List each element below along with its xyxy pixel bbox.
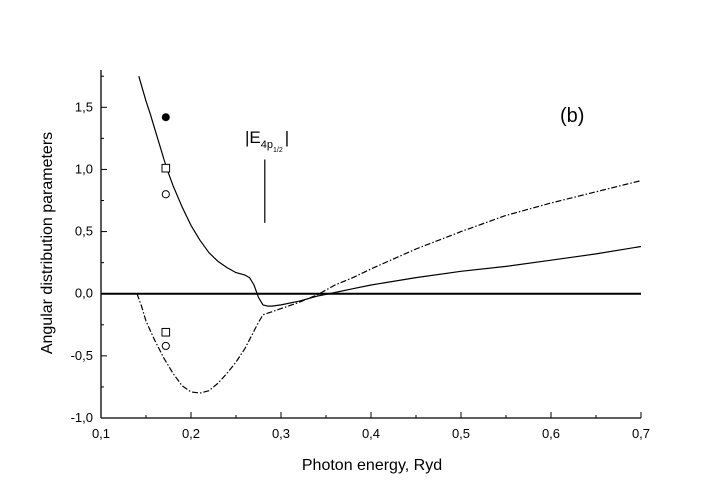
- dash-dot-curve: [136, 180, 642, 394]
- x-tick-label: 0,7: [632, 426, 650, 441]
- x-tick-label: 0,2: [182, 426, 200, 441]
- annotation-main-text: |E: [245, 128, 261, 147]
- y-axis: -1,0 -0,5 0,0 0,5 1,0 1,5: [71, 70, 107, 425]
- x-axis: 0,1 0,2 0,3 0,4 0,5 0,6 0,7: [92, 412, 650, 441]
- annotation-subsubscript: 1/2: [273, 147, 283, 154]
- y-tick-label: 0,5: [75, 224, 93, 239]
- x-tick-label: 0,4: [362, 426, 380, 441]
- x-tick-label: 0,1: [92, 426, 110, 441]
- filled-circle-marker: [161, 113, 170, 122]
- annotation-subscript: 4p: [261, 139, 273, 151]
- panel-label: (b): [560, 105, 584, 127]
- svg-text:|E4p1/2|: |E4p1/2|: [245, 128, 289, 154]
- open-circle-marker: [161, 190, 170, 199]
- open-circle-marker: [161, 341, 170, 351]
- x-tick-label: 0,3: [272, 426, 290, 441]
- open-square-marker: [161, 163, 171, 173]
- y-tick-label: 1,5: [75, 99, 93, 114]
- open-square-marker: [161, 327, 171, 337]
- energy-threshold-annotation: |E4p1/2|: [245, 128, 289, 223]
- annotation-close-bar: |: [285, 128, 289, 147]
- x-tick-label: 0,6: [542, 426, 560, 441]
- y-tick-label: 1,0: [75, 161, 93, 176]
- x-tick-label: 0,5: [452, 426, 470, 441]
- y-tick-label: -1,0: [71, 410, 93, 425]
- y-axis-title: Angular distribution parameters: [39, 132, 56, 354]
- x-axis-title: Photon energy, Ryd: [302, 457, 442, 474]
- plot-area: [101, 76, 642, 394]
- y-tick-label: -0,5: [71, 348, 93, 363]
- y-tick-label: 0,0: [75, 286, 93, 301]
